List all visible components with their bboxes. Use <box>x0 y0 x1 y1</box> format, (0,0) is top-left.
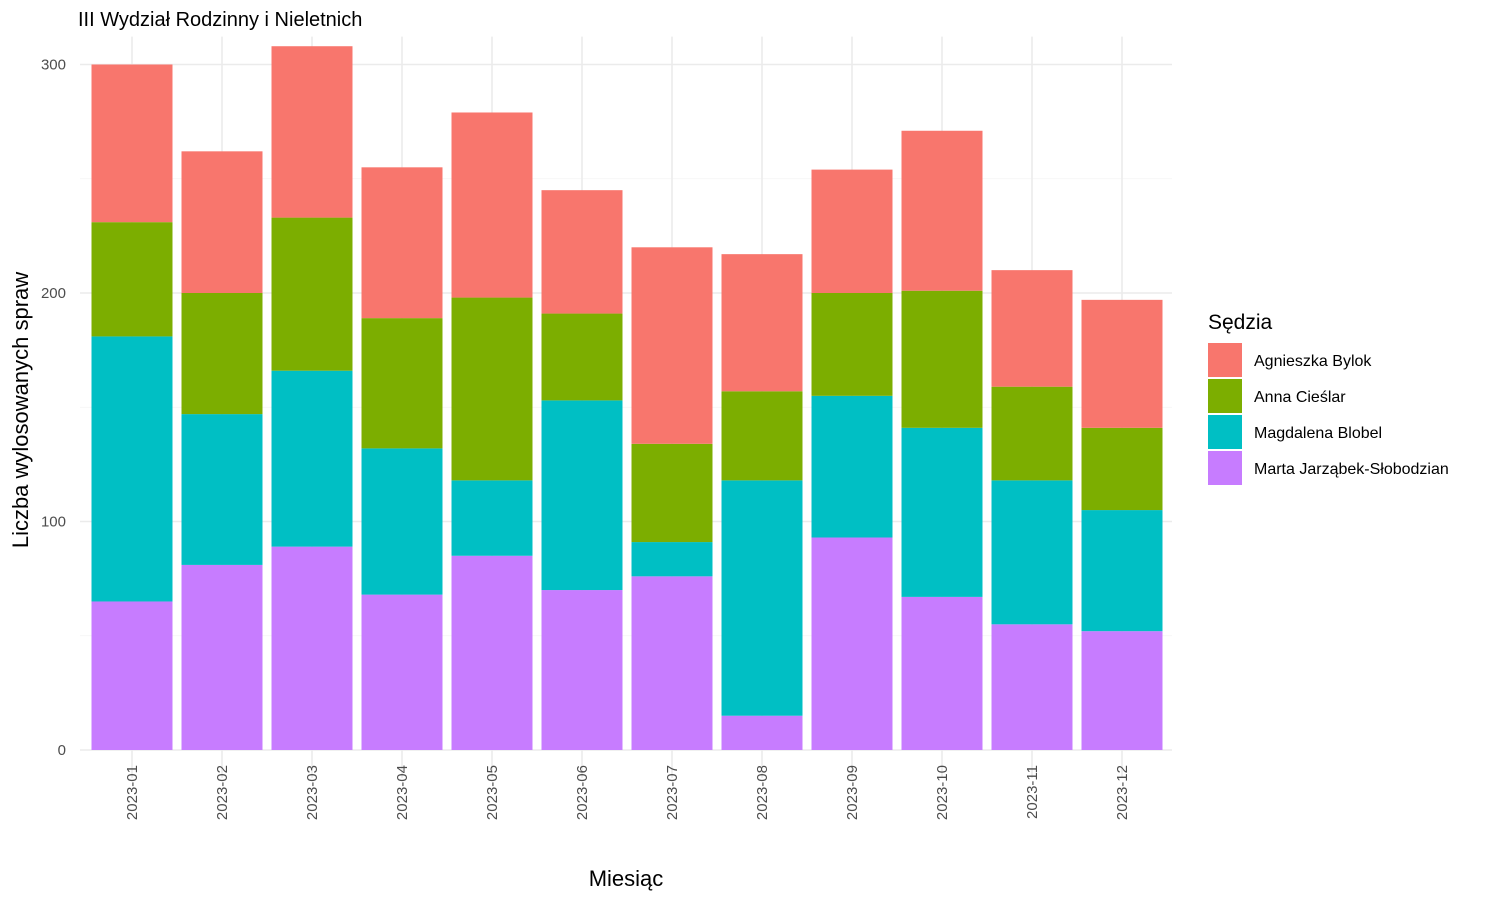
x-tick-label: 2023-01 <box>124 765 141 820</box>
x-tick-label: 2023-02 <box>214 765 231 820</box>
y-tick-label: 300 <box>41 57 66 74</box>
x-tick-label: 2023-11 <box>1024 765 1041 819</box>
bar-segment <box>451 297 533 481</box>
legend-key <box>1208 343 1242 377</box>
bar-segment <box>181 564 263 750</box>
bar-segment <box>991 386 1073 481</box>
bar-segment <box>631 576 713 750</box>
bar-segment <box>811 169 893 293</box>
bar-segment <box>91 336 173 602</box>
x-tick-label: 2023-10 <box>934 765 951 820</box>
bar-segment <box>721 391 803 481</box>
legend: Sędzia Agnieszka Bylok Anna Cieślar Magdal… <box>1208 311 1449 485</box>
x-tick-label: 2023-05 <box>484 765 501 820</box>
x-tick-label: 2023-08 <box>754 765 771 820</box>
y-tick-label: 0 <box>58 742 66 759</box>
x-tick-label: 2023-09 <box>844 765 861 820</box>
x-tick-label: 2023-06 <box>574 765 591 820</box>
x-tick-label: 2023-03 <box>304 765 321 820</box>
bar-segment <box>721 254 803 392</box>
bar-segment <box>451 112 533 298</box>
bar-segment <box>271 217 353 371</box>
bar-segment <box>1081 299 1163 428</box>
bars <box>91 46 1163 750</box>
legend-label: Marta Jarząbek-Słobodzian <box>1254 461 1449 478</box>
bar-segment <box>901 130 983 291</box>
legend-label: Agnieszka Bylok <box>1254 353 1372 370</box>
legend-key <box>1208 451 1242 485</box>
bar-segment <box>811 537 893 750</box>
chart-title: III Wydział Rodzinny i Nieletnich <box>78 9 362 31</box>
bar-segment <box>361 318 443 449</box>
bar-segment <box>631 247 713 444</box>
bar-segment <box>361 448 443 595</box>
bar-segment <box>1081 631 1163 750</box>
x-axis-title: Miesiąc <box>589 866 664 891</box>
bar-segment <box>901 290 983 428</box>
bar-segment <box>361 167 443 319</box>
bar-segment <box>721 715 803 750</box>
legend-key <box>1208 415 1242 449</box>
y-axis-title: Liczba wylosowanych spraw <box>8 272 33 548</box>
bar-segment <box>541 590 623 750</box>
bar-segment <box>91 222 173 337</box>
legend-label: Magdalena Blobel <box>1254 425 1382 442</box>
bar-segment <box>181 293 263 415</box>
bar-segment <box>811 395 893 538</box>
x-axis-ticks: 2023-01 2023-02 2023-03 2023-04 2023-05 2023-… <box>124 765 1131 820</box>
bar-segment <box>991 624 1073 750</box>
bar-segment <box>91 601 173 750</box>
x-tick-label: 2023-04 <box>394 765 411 820</box>
bar-segment <box>541 400 623 591</box>
y-tick-label: 200 <box>41 285 66 302</box>
bar-segment <box>721 480 803 716</box>
bar-segment <box>451 555 533 750</box>
legend-title: Sędzia <box>1208 311 1273 334</box>
bar-segment <box>991 480 1073 625</box>
bar-segment <box>631 443 713 543</box>
bar-segment <box>181 414 263 565</box>
bar-segment <box>901 427 983 597</box>
x-tick-label: 2023-07 <box>664 765 681 820</box>
bar-segment <box>91 64 173 223</box>
x-tick-label: 2023-12 <box>1114 765 1131 820</box>
bar-segment <box>451 480 533 556</box>
bar-segment <box>811 293 893 396</box>
bar-segment <box>541 313 623 401</box>
bar-segment <box>631 542 713 577</box>
legend-label: Anna Cieślar <box>1254 389 1346 406</box>
legend-key <box>1208 379 1242 413</box>
bar-segment <box>991 270 1073 387</box>
y-axis-ticks: 0 100 200 300 <box>41 57 66 760</box>
bar-segment <box>271 370 353 547</box>
y-tick-label: 100 <box>41 514 66 531</box>
bar-segment <box>361 594 443 750</box>
bar-segment <box>901 596 983 750</box>
bar-segment <box>181 151 263 293</box>
bar-segment <box>271 546 353 750</box>
bar-segment <box>1081 510 1163 632</box>
bar-segment <box>271 46 353 218</box>
bar-segment <box>1081 427 1163 511</box>
bar-segment <box>541 190 623 314</box>
